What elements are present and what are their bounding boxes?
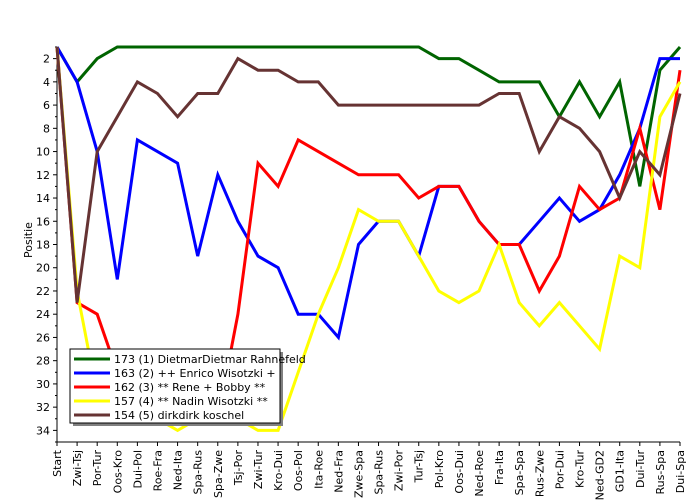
y-tick-label: 22 <box>36 285 50 298</box>
legend-label-2: 163 (2) ++ Enrico Wisotzki + <box>114 367 276 380</box>
legend-label-4: 157 (4) ** Nadin Wisotzki ** <box>114 395 268 408</box>
y-tick-label: 2 <box>43 53 50 66</box>
x-tick-label: Oos-Kro <box>111 450 124 494</box>
y-tick-label: 14 <box>36 192 50 205</box>
x-tick-label: Ita-Roe <box>312 450 325 489</box>
y-tick-label: 12 <box>36 169 50 182</box>
y-axis-title-group: Positie <box>22 222 35 258</box>
x-tick-label: Spa-Spa <box>513 450 526 495</box>
x-tick-label: Zwi-Por <box>393 450 406 492</box>
x-tick-label: Dui-Pol <box>131 450 144 489</box>
x-tick-label: Roe-Fra <box>151 450 164 491</box>
y-tick-label: 18 <box>36 239 50 252</box>
series-line-2 <box>55 46 680 341</box>
y-tick-label: 28 <box>36 355 50 368</box>
x-tick-label: Rus-Zwe <box>533 450 546 497</box>
x-tick-label: Kro-Tur <box>574 450 587 488</box>
x-tick-label: Por-Tur <box>91 450 104 487</box>
y-tick-label: 20 <box>36 262 50 275</box>
y-axis-title: Positie <box>22 222 35 258</box>
x-tick-label: Por-Dui <box>553 450 566 489</box>
x-tick-label: Spa-Rus <box>373 450 386 495</box>
x-tick-label: Spa-Rus <box>192 450 205 495</box>
y-tick-label: 34 <box>36 424 50 437</box>
x-tick-label: Fra-Ita <box>493 450 506 485</box>
x-tick-label: Zwi-Tsj <box>71 450 84 486</box>
x-tick-label: Dui-Tur <box>634 450 647 488</box>
y-tick-label: 16 <box>36 215 50 228</box>
x-tick-label: GD1-Ita <box>614 450 627 492</box>
y-tick-label: 32 <box>36 401 50 414</box>
x-tick-label: Dui-Spa <box>674 450 687 493</box>
x-tick-label: Ned-Fra <box>332 450 345 493</box>
y-tick-label: 4 <box>43 76 50 89</box>
x-tick-label: Ned-Ita <box>172 450 185 490</box>
series-line-1 <box>55 45 682 187</box>
series-line-5 <box>55 46 682 303</box>
x-tick-label: Zwi-Tur <box>252 450 265 490</box>
x-tick-label: Ned-Roe <box>473 450 486 497</box>
legend-label-1: 173 (1) DietmarDietmar Rahnefeld <box>114 353 306 366</box>
y-tick-label: 6 <box>43 99 50 112</box>
legend-label-3: 162 (3) ** Rene + Bobby ** <box>114 381 266 394</box>
x-tick-label: Oos-Pol <box>292 450 305 491</box>
x-tick-label: Oos-Dui <box>453 450 466 494</box>
y-tick-label: 8 <box>43 122 50 135</box>
x-tick-label: Ned-GD2 <box>594 450 607 500</box>
x-tick-label: Kro-Dui <box>272 450 285 491</box>
y-tick-label: 30 <box>36 378 50 391</box>
x-tick-label: Pol-Kro <box>433 450 446 488</box>
x-tick-label: Spa-Zwe <box>212 450 225 498</box>
legend-label-5: 154 (5) dirkdirk koschel <box>114 409 244 422</box>
x-tick-label: Start <box>51 449 64 477</box>
y-tick-label: 26 <box>36 331 50 344</box>
y-tick-label: 24 <box>36 308 50 321</box>
y-tick-label: 10 <box>36 146 50 159</box>
x-tick-label: Rus-Spa <box>654 450 667 495</box>
x-tick-label: Tur-Tsj <box>413 450 426 483</box>
x-tick-label: Tsj-Por <box>232 450 245 487</box>
x-tick-label: Zwe-Spa <box>352 450 365 498</box>
